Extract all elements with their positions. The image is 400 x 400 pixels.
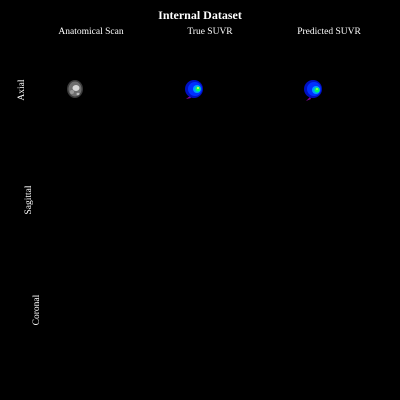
anatomical-axial-image bbox=[67, 80, 83, 98]
column-label-true-suvr: True SUVR bbox=[187, 27, 233, 37]
column-label-predicted-suvr: Predicted SUVR bbox=[297, 27, 361, 37]
true-suvr-axial-image bbox=[185, 80, 203, 99]
predicted-suvr-axial-image bbox=[304, 80, 322, 101]
column-label-anatomical: Anatomical Scan bbox=[58, 27, 124, 37]
figure-title: Internal Dataset bbox=[158, 8, 242, 22]
